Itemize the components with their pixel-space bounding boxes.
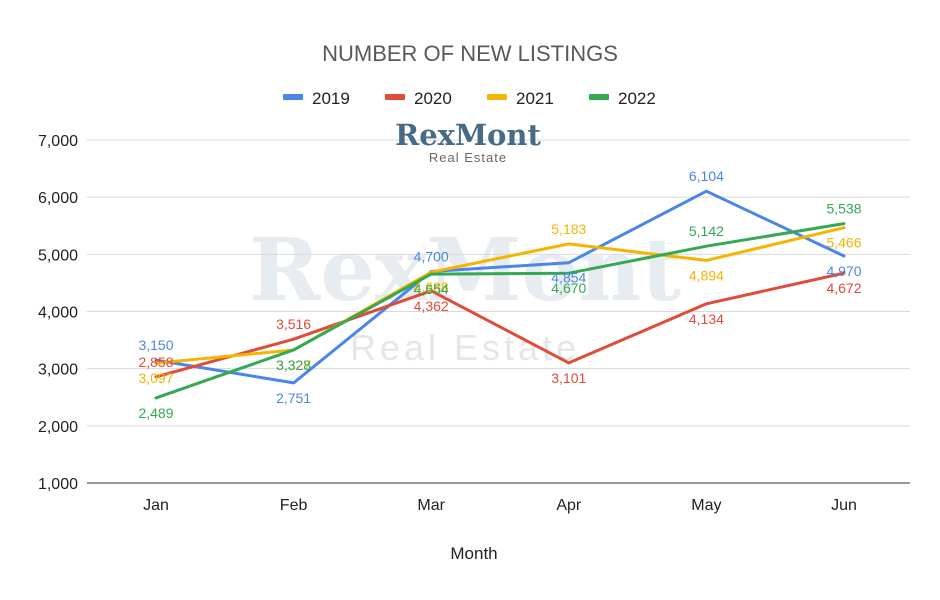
data-label-2022: 3,328	[276, 357, 311, 373]
legend-item-2019: 2019	[283, 89, 350, 108]
data-label-2021: 4,894	[689, 267, 724, 283]
x-axis-title: Month	[450, 544, 497, 563]
series-line-2021	[154, 226, 846, 365]
legend: 2019 2020 2021 2022	[283, 89, 656, 108]
watermark: RexMont Real Estate	[249, 220, 682, 368]
data-label-2021: 3,327	[276, 357, 311, 373]
legend-item-2022: 2022	[589, 89, 656, 108]
data-label-2019: 4,970	[826, 263, 861, 279]
legend-label: 2021	[516, 89, 554, 108]
x-tick-label: May	[691, 497, 721, 514]
data-label-2021: 5,183	[551, 221, 586, 237]
logo-text: RexMont	[395, 118, 541, 152]
legend-swatch	[385, 94, 405, 100]
data-label-2019: 6,104	[689, 168, 724, 184]
y-tick-label: 5,000	[38, 247, 78, 264]
x-tick-label: Feb	[280, 497, 308, 514]
data-label-2020: 4,672	[826, 280, 861, 296]
legend-swatch	[589, 94, 609, 100]
data-label-2020: 4,134	[689, 311, 724, 327]
series-lines	[154, 189, 846, 400]
legend-label: 2020	[414, 89, 452, 108]
data-label-2021: 4,688	[414, 279, 449, 295]
brand-logo: RexMont Real Estate	[395, 118, 541, 165]
x-tick-label: Jan	[143, 497, 169, 514]
y-axis-ticks: 1,000 2,000 3,000 4,000 5,000 6,000 7,000	[38, 133, 78, 493]
data-label-2021: 5,466	[826, 235, 861, 251]
chart-title: NUMBER OF NEW LISTINGS	[322, 41, 618, 66]
y-tick-label: 6,000	[38, 190, 78, 207]
data-label-2019: 3,150	[138, 337, 173, 353]
legend-item-2020: 2020	[385, 89, 452, 108]
data-label-2022: 2,489	[138, 405, 173, 421]
data-label-2022: 4,654	[414, 281, 449, 297]
x-tick-label: Jun	[831, 497, 857, 514]
data-label-2020: 3,516	[276, 316, 311, 332]
data-label-2019: 4,700	[414, 248, 449, 264]
data-label-2019: 4,854	[551, 270, 586, 286]
data-label-2022: 5,142	[689, 223, 724, 239]
data-label-2022: 4,670	[551, 280, 586, 296]
data-labels: 3,150 2,751 4,700 4,854 6,104 4,970 2,858 3,516…	[138, 168, 861, 421]
y-tick-label: 4,000	[38, 305, 78, 322]
data-label-2019: 2,751	[276, 390, 311, 406]
data-label-2021: 3,097	[138, 370, 173, 386]
legend-label: 2022	[618, 89, 656, 108]
x-axis-ticks: Jan Feb Mar Apr May Jun	[143, 497, 857, 514]
x-tick-label: Mar	[417, 497, 445, 514]
data-label-2020: 4,362	[414, 298, 449, 314]
legend-swatch	[283, 94, 303, 100]
logo-subtitle: Real Estate	[429, 150, 507, 165]
grid	[87, 139, 910, 484]
y-tick-label: 7,000	[38, 133, 78, 150]
y-tick-label: 1,000	[38, 476, 78, 493]
legend-item-2021: 2021	[487, 89, 554, 108]
watermark-subtitle: Real Estate	[350, 327, 580, 368]
data-label-2020: 2,858	[138, 354, 173, 370]
series-line-2022	[154, 222, 846, 400]
y-tick-label: 3,000	[38, 362, 78, 379]
legend-label: 2019	[312, 89, 350, 108]
data-label-2022: 5,538	[826, 201, 861, 217]
series-line-2019	[154, 189, 846, 385]
data-label-2020: 3,101	[551, 370, 586, 386]
legend-swatch	[487, 94, 507, 100]
x-tick-label: Apr	[556, 497, 582, 514]
series-line-2020	[154, 271, 846, 379]
y-tick-label: 2,000	[38, 419, 78, 436]
